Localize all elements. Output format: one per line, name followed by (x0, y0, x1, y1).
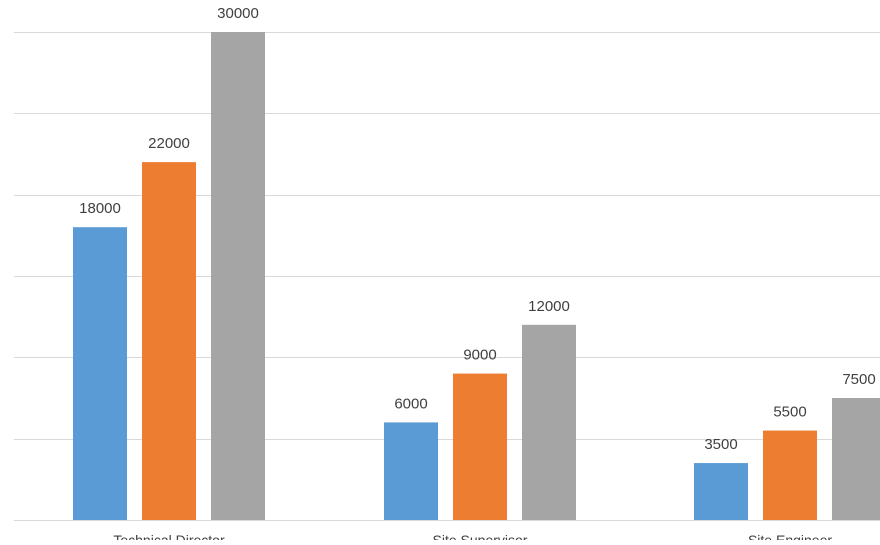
data-labels-group: 18000 22000 30000 6000 9000 12000 3500 5500 7500 (79, 5, 876, 453)
bar (694, 463, 748, 520)
bar (142, 162, 196, 520)
category-labels-group: Technical Director Site Supervisor Site En… (113, 532, 832, 545)
data-label: 9000 (463, 347, 496, 364)
data-label: 12000 (528, 298, 570, 315)
bar (522, 324, 576, 520)
data-label: 18000 (79, 200, 121, 217)
data-label: 5500 (773, 404, 806, 421)
data-label: 7500 (842, 371, 875, 388)
category-label: Site Supervisor (433, 532, 528, 540)
data-label: 22000 (148, 135, 190, 152)
bar (73, 227, 127, 520)
bars-group (73, 32, 880, 520)
data-label: 3500 (704, 436, 737, 453)
data-label: 6000 (394, 395, 427, 412)
bar (211, 32, 265, 520)
data-label: 30000 (217, 5, 259, 22)
bar (384, 422, 438, 520)
bar (832, 398, 880, 520)
category-label: Technical Director (113, 532, 225, 540)
category-label: Site Engineer (748, 532, 832, 540)
bar (453, 373, 507, 520)
bar (763, 430, 817, 520)
